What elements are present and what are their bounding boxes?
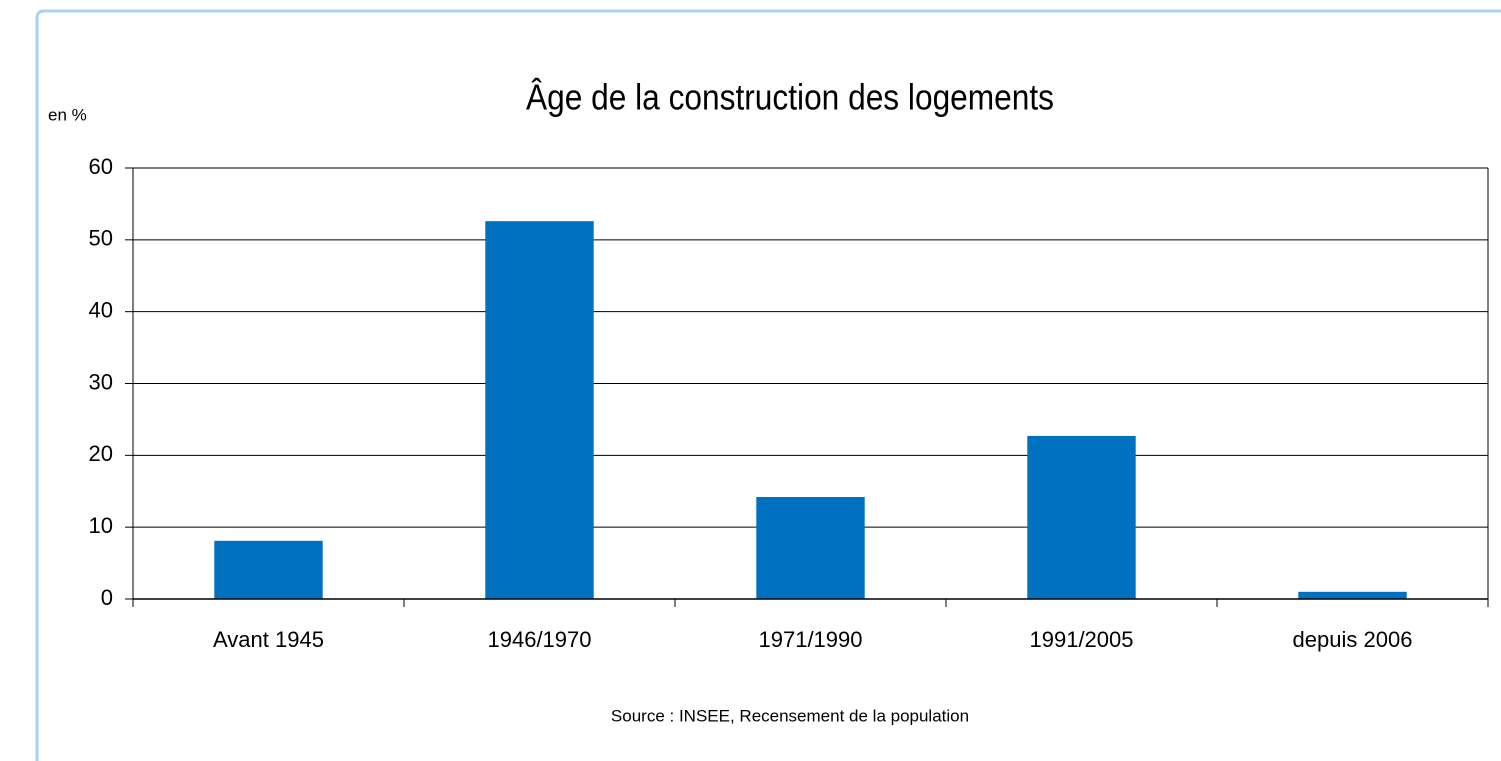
bar (1027, 435, 1136, 599)
bar (756, 496, 865, 599)
y-tick-label: 0 (101, 585, 113, 610)
y-tick-label: 40 (89, 297, 113, 322)
x-tick-label: 1991/2005 (1030, 627, 1134, 652)
bar (485, 221, 594, 599)
y-tick-label: 10 (89, 513, 113, 538)
y-tick-label: 30 (89, 369, 113, 394)
bar (214, 540, 323, 599)
x-tick-label: 1971/1990 (759, 627, 863, 652)
x-tick-label: depuis 2006 (1293, 627, 1413, 652)
x-tick-label: Avant 1945 (213, 627, 324, 652)
y-tick-label: 50 (89, 226, 113, 251)
y-tick-label: 20 (89, 441, 113, 466)
source-note: Source : INSEE, Recensement de la popula… (611, 706, 969, 725)
bar (1298, 591, 1407, 599)
chart-title: Âge de la construction des logements (526, 78, 1054, 118)
y-axis-unit: en % (48, 105, 87, 124)
x-tick-label: 1946/1970 (488, 627, 592, 652)
y-tick-label: 60 (89, 154, 113, 179)
